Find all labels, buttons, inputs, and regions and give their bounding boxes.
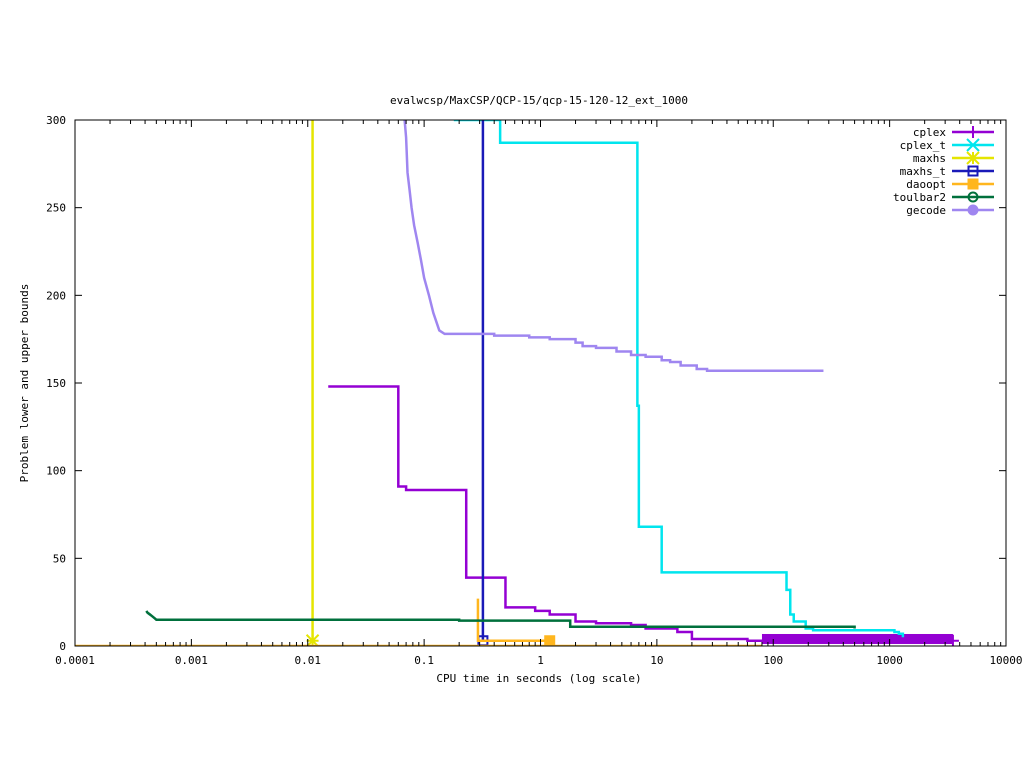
legend-label: maxhs_t <box>900 165 946 178</box>
series-line <box>145 610 856 629</box>
series-line <box>328 385 953 642</box>
series-line <box>403 120 824 372</box>
legend-item: toulbar2 <box>893 191 994 204</box>
x-tick-label: 0.0001 <box>55 654 95 667</box>
y-tick-label: 300 <box>46 114 66 127</box>
data-marker <box>946 634 959 646</box>
series-daoopt <box>75 598 762 646</box>
series-maxhs-t <box>477 120 489 646</box>
legend-item: cplex_t <box>900 138 994 152</box>
series-gecode <box>403 120 824 372</box>
series-line <box>453 120 905 638</box>
legend-marker <box>966 151 980 165</box>
legend-marker <box>967 126 979 138</box>
y-tick-label: 250 <box>46 202 66 215</box>
legend-item: gecode <box>906 204 994 217</box>
y-tick-label: 200 <box>46 289 66 302</box>
data-marker <box>544 635 556 646</box>
legend-marker <box>967 191 979 203</box>
series-maxhs <box>305 120 320 646</box>
x-tick-label: 0.1 <box>414 654 434 667</box>
y-axis-label: Problem lower and upper bounds <box>18 284 31 483</box>
legend-item: maxhs <box>913 151 994 165</box>
y-axis-ticks: 0 50 100 150 200 250 300 <box>46 114 1006 653</box>
legend-item: maxhs_t <box>900 165 994 178</box>
legend-label: cplex <box>913 126 946 139</box>
lower-bound-band <box>761 633 953 644</box>
legend-marker <box>967 204 979 216</box>
x-axis-label: CPU time in seconds (log scale) <box>436 672 641 685</box>
x-tick-label: 10 <box>650 654 663 667</box>
x-tick-label: 0.001 <box>175 654 208 667</box>
series-toulbar2 <box>145 610 856 629</box>
legend-marker <box>967 165 979 177</box>
data-marker <box>305 634 320 646</box>
x-tick-label: 0.01 <box>295 654 322 667</box>
x-tick-label: 100 <box>763 654 783 667</box>
series-layer <box>75 120 959 646</box>
legend-label: maxhs <box>913 152 946 165</box>
x-tick-label: 1000 <box>876 654 903 667</box>
x-tick-label: 1 <box>537 654 544 667</box>
y-tick-label: 100 <box>46 465 66 478</box>
series-cplex-t <box>453 120 905 638</box>
y-tick-label: 50 <box>53 552 66 565</box>
legend-label: toulbar2 <box>893 191 946 204</box>
legend-marker <box>967 178 979 190</box>
legend-label: daoopt <box>906 178 946 191</box>
plot-frame <box>74 119 1007 647</box>
y-tick-label: 150 <box>46 377 66 390</box>
legend-item: cplex <box>913 126 994 139</box>
x-axis-ticks: 0.0001 0.001 0.01 0.1 1 10 100 1000 10000 <box>55 120 1023 667</box>
legend-label: cplex_t <box>900 139 946 152</box>
legend: cplexcplex_tmaxhsmaxhs_tdaoopttoulbar2ge… <box>893 126 994 217</box>
legend-label: gecode <box>906 204 946 217</box>
x-tick-label: 10000 <box>989 654 1022 667</box>
chart-title: evalwcsp/MaxCSP/QCP-15/qcp-15-120-12_ext… <box>390 94 688 107</box>
y-tick-label: 0 <box>59 640 66 653</box>
legend-item: daoopt <box>906 178 994 191</box>
series-cplex <box>328 385 959 646</box>
legend-marker <box>966 138 980 152</box>
